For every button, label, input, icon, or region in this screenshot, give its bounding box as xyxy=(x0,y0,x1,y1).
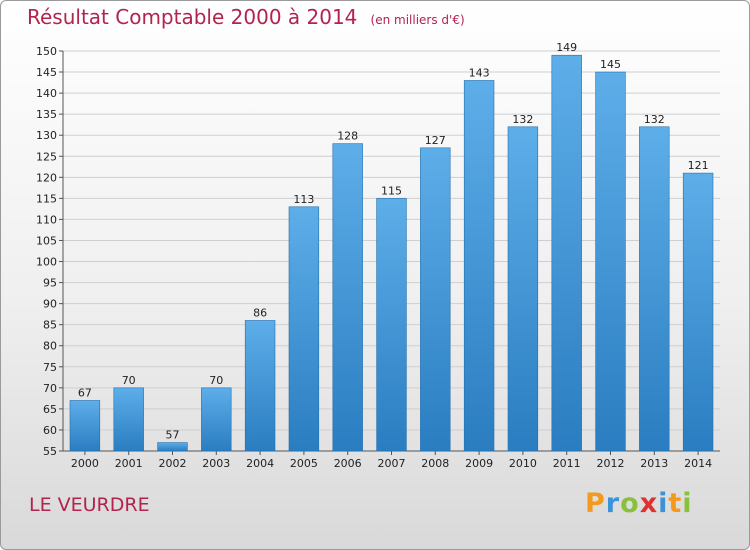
bar-2007 xyxy=(376,198,407,452)
value-label-2013: 132 xyxy=(644,113,665,126)
logo-letter: P xyxy=(585,488,606,519)
bars xyxy=(69,54,714,452)
value-label-2001: 70 xyxy=(122,374,136,387)
x-tick-label-2005: 2005 xyxy=(290,457,318,470)
bar-2005 xyxy=(288,206,320,452)
x-tick-label-2001: 2001 xyxy=(115,457,143,470)
proxiti-logo: Proxiti xyxy=(585,488,693,519)
value-label-2004: 86 xyxy=(253,306,267,319)
bar-2011 xyxy=(551,54,582,452)
y-tick-label: 100 xyxy=(36,256,57,269)
bar-2003 xyxy=(201,387,232,452)
y-tick-label: 110 xyxy=(36,213,57,226)
y-tick-label: 55 xyxy=(43,445,57,458)
logo-letter: r xyxy=(605,488,621,519)
logo-letter: i xyxy=(682,488,693,519)
y-tick-label: 95 xyxy=(43,277,57,290)
y-tick-label: 105 xyxy=(36,234,57,247)
value-label-2003: 70 xyxy=(209,374,223,387)
x-tick-label-2004: 2004 xyxy=(246,457,274,470)
y-tick-label: 145 xyxy=(36,66,57,79)
y-tick-label: 140 xyxy=(36,87,57,100)
bar-2002 xyxy=(157,442,188,452)
bar-2013 xyxy=(639,126,670,452)
y-tick-label: 75 xyxy=(43,361,57,374)
value-label-2010: 132 xyxy=(512,113,533,126)
chart-unit: (en milliers d'€) xyxy=(370,13,465,27)
bar-2009 xyxy=(463,80,495,452)
value-label-2009: 143 xyxy=(469,66,490,79)
bar-2000 xyxy=(69,400,101,452)
logo-letter: t xyxy=(668,488,683,519)
x-tick-label-2003: 2003 xyxy=(202,457,230,470)
x-tick-label-2009: 2009 xyxy=(465,457,493,470)
value-label-2008: 127 xyxy=(425,134,446,147)
x-tick-label-2013: 2013 xyxy=(640,457,668,470)
data-labels: 67 70 57 70 86 113 128 115 127 143 132 149 145 132 121 xyxy=(78,41,709,441)
value-label-2002: 57 xyxy=(166,429,180,442)
bar-2004 xyxy=(244,320,276,452)
value-label-2012: 145 xyxy=(600,58,621,71)
y-tick-label: 115 xyxy=(36,192,57,205)
x-tick-label-2006: 2006 xyxy=(334,457,362,470)
bar-2012 xyxy=(595,71,626,452)
bar-2008 xyxy=(420,147,451,452)
y-tick-label: 130 xyxy=(36,129,57,142)
y-tick-label: 90 xyxy=(43,298,57,311)
y-tick-label: 80 xyxy=(43,340,57,353)
y-tick-label: 85 xyxy=(43,319,57,332)
y-tick-label: 70 xyxy=(43,382,57,395)
chart-title: Résultat Comptable 2000 à 2014 xyxy=(27,5,358,29)
value-label-2011: 149 xyxy=(556,41,577,54)
commune-name: LE VEURDRE xyxy=(29,494,150,516)
bar-2006 xyxy=(332,143,363,452)
x-tick-label-2012: 2012 xyxy=(597,457,625,470)
logo-letter: x xyxy=(639,488,659,519)
value-label-2005: 113 xyxy=(293,193,314,206)
y-tick-label: 125 xyxy=(36,150,57,163)
bar-2014 xyxy=(682,172,714,452)
axes: 55 60 65 70 75 80 85 90 95 100 105 110 115 120 125 130 1… xyxy=(36,45,720,470)
x-tick-label-2010: 2010 xyxy=(509,457,537,470)
y-tick-label: 150 xyxy=(36,45,57,58)
x-tick-label-2000: 2000 xyxy=(71,457,99,470)
x-tick-label-2014: 2014 xyxy=(684,457,712,470)
value-label-2006: 128 xyxy=(337,130,358,143)
logo-letter: i xyxy=(658,488,669,519)
y-tick-label: 135 xyxy=(36,108,57,121)
x-tick-label-2008: 2008 xyxy=(421,457,449,470)
bar-2010 xyxy=(507,126,539,452)
bar-2001 xyxy=(113,387,144,452)
y-tick-label: 60 xyxy=(43,424,57,437)
value-label-2007: 115 xyxy=(381,184,402,197)
value-label-2014: 121 xyxy=(688,159,709,172)
x-tick-label-2011: 2011 xyxy=(553,457,581,470)
x-tick-label-2007: 2007 xyxy=(378,457,406,470)
x-tick-label-2002: 2002 xyxy=(159,457,187,470)
y-tick-label: 65 xyxy=(43,403,57,416)
value-label-2000: 67 xyxy=(78,386,92,399)
title-line: Résultat Comptable 2000 à 2014 (en milli… xyxy=(27,5,465,29)
y-tick-label: 120 xyxy=(36,171,57,184)
logo-letter: o xyxy=(620,488,640,519)
